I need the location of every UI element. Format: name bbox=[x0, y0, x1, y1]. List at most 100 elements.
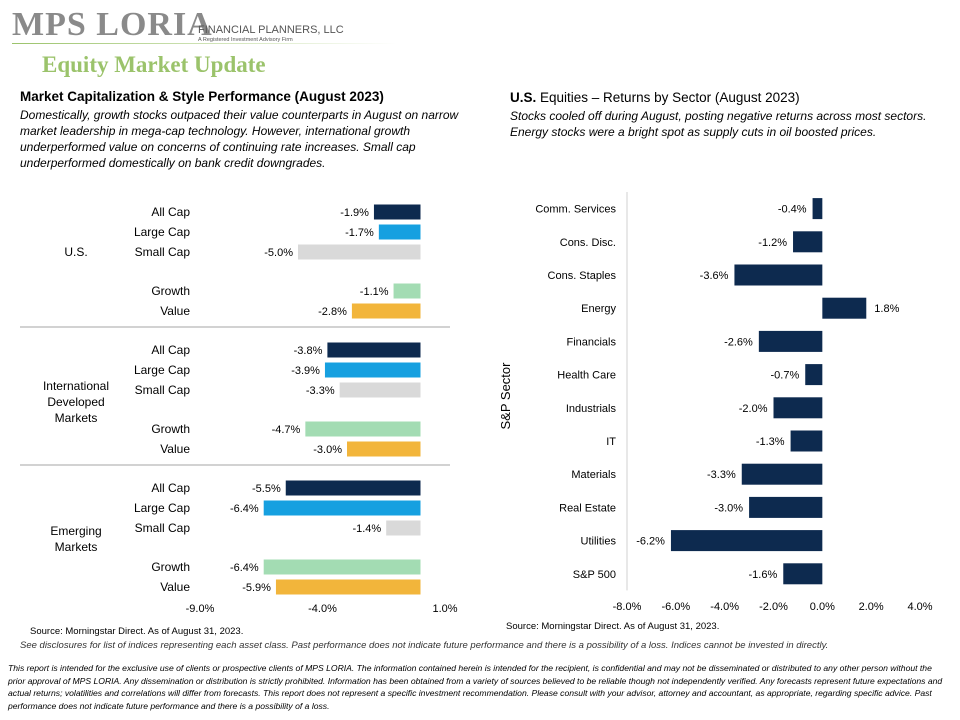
category-label-cons-disc: Cons. Disc. bbox=[560, 237, 616, 249]
bar-real-estate bbox=[749, 496, 823, 518]
bar-international-developed-markets-value bbox=[347, 441, 421, 457]
bar-health-care bbox=[805, 364, 823, 386]
category-label-real-estate: Real Estate bbox=[559, 502, 616, 514]
bar-emerging-markets-small-cap bbox=[386, 520, 421, 536]
right-section-title: U.S. Equities – Returns by Sector (Augus… bbox=[510, 90, 950, 105]
row-label-u-s-large-cap: Large Cap bbox=[134, 225, 190, 239]
data-label-international-developed-markets-value: -3.0% bbox=[313, 444, 342, 456]
right-title-bold: U.S. bbox=[510, 90, 537, 105]
bar-financials bbox=[758, 330, 823, 352]
bar-international-developed-markets-all-cap bbox=[327, 342, 421, 358]
bar-u-s-large-cap bbox=[378, 224, 421, 240]
bar-materials bbox=[741, 463, 823, 485]
group-label-international-developed-markets: International Developed Markets bbox=[43, 379, 109, 425]
x-tick-label: 0.0% bbox=[810, 601, 835, 613]
data-label-emerging-markets-value: -5.9% bbox=[242, 582, 271, 594]
data-label-comm-services: -0.4% bbox=[778, 204, 807, 216]
logo-subtitle: A Registered Investment Advisory Firm bbox=[198, 37, 293, 43]
data-label-emerging-markets-all-cap: -5.5% bbox=[252, 483, 281, 495]
row-label-international-developed-markets-all-cap: All Cap bbox=[151, 343, 190, 357]
data-label-materials: -3.3% bbox=[707, 469, 736, 481]
left-section-title: Market Capitalization & Style Performanc… bbox=[20, 89, 384, 104]
data-label-u-s-growth: -1.1% bbox=[360, 286, 389, 298]
row-label-emerging-markets-all-cap: All Cap bbox=[151, 481, 190, 495]
bar-emerging-markets-all-cap bbox=[285, 480, 421, 496]
data-label-it: -1.3% bbox=[756, 436, 785, 448]
category-label-utilities: Utilities bbox=[581, 536, 617, 548]
bar-international-developed-markets-growth bbox=[305, 421, 421, 437]
group-label-emerging-markets: Emerging Markets bbox=[50, 524, 101, 554]
left-section-description: Domestically, growth stocks outpaced the… bbox=[20, 108, 459, 170]
x-tick-label: -4.0% bbox=[710, 601, 739, 613]
row-label-emerging-markets-growth: Growth bbox=[151, 560, 190, 574]
data-label-u-s-large-cap: -1.7% bbox=[345, 227, 374, 239]
data-label-u-s-small-cap: -5.0% bbox=[264, 247, 293, 259]
bar-emerging-markets-large-cap bbox=[263, 500, 421, 516]
row-label-u-s-value: Value bbox=[160, 304, 190, 318]
category-label-s-p-500: S&P 500 bbox=[573, 569, 616, 581]
group-label-u-s: U.S. bbox=[64, 245, 87, 259]
data-label-emerging-markets-small-cap: -1.4% bbox=[352, 523, 381, 535]
category-label-materials: Materials bbox=[571, 469, 616, 481]
row-label-emerging-markets-small-cap: Small Cap bbox=[135, 521, 191, 535]
category-label-cons-staples: Cons. Staples bbox=[548, 270, 617, 282]
data-label-cons-disc: -1.2% bbox=[758, 237, 787, 249]
row-label-emerging-markets-large-cap: Large Cap bbox=[134, 501, 190, 515]
row-label-emerging-markets-value: Value bbox=[160, 580, 190, 594]
data-label-international-developed-markets-all-cap: -3.8% bbox=[294, 345, 323, 357]
bar-comm-services bbox=[812, 198, 823, 220]
logo-name: MPS LORIA bbox=[12, 6, 213, 43]
x-tick-label: 2.0% bbox=[859, 601, 884, 613]
bar-emerging-markets-growth bbox=[263, 559, 421, 575]
x-tick-label: -4.0% bbox=[308, 603, 337, 615]
y-axis-title: S&P Sector bbox=[498, 362, 513, 430]
row-label-international-developed-markets-small-cap: Small Cap bbox=[135, 383, 191, 397]
row-label-international-developed-markets-growth: Growth bbox=[151, 422, 190, 436]
right-source: Source: Morningstar Direct. As of August… bbox=[506, 621, 720, 632]
category-label-comm-services: Comm. Services bbox=[535, 204, 616, 216]
x-tick-label: 4.0% bbox=[907, 601, 932, 613]
cap-style-chart: All Cap -1.9% Large Cap -1.7% Small Cap -5.0%… bbox=[20, 204, 458, 615]
logo: MPS LORIA FINANCIAL PLANNERS, LLC A Regi… bbox=[12, 6, 412, 52]
row-label-international-developed-markets-value: Value bbox=[160, 442, 190, 456]
x-tick-label: -9.0% bbox=[186, 603, 215, 615]
x-tick-label: -6.0% bbox=[661, 601, 690, 613]
bar-it bbox=[790, 430, 823, 452]
bar-u-s-value bbox=[351, 303, 421, 319]
bar-international-developed-markets-large-cap bbox=[324, 362, 421, 378]
page-title: Equity Market Update bbox=[42, 52, 266, 77]
data-label-u-s-value: -2.8% bbox=[318, 306, 347, 318]
x-tick-label: -2.0% bbox=[759, 601, 788, 613]
bar-u-s-all-cap bbox=[373, 204, 421, 220]
bar-utilities bbox=[670, 530, 823, 552]
category-label-energy: Energy bbox=[581, 303, 616, 315]
data-label-health-care: -0.7% bbox=[770, 370, 799, 382]
data-label-emerging-markets-large-cap: -6.4% bbox=[230, 503, 259, 515]
data-label-emerging-markets-growth: -6.4% bbox=[230, 562, 259, 574]
data-label-energy: 1.8% bbox=[874, 303, 899, 315]
data-label-industrials: -2.0% bbox=[739, 403, 768, 415]
category-label-it: IT bbox=[606, 436, 616, 448]
data-label-real-estate: -3.0% bbox=[714, 502, 743, 514]
data-label-international-developed-markets-large-cap: -3.9% bbox=[291, 365, 320, 377]
right-title-rest: Equities – Returns by Sector (August 202… bbox=[536, 90, 800, 105]
logo-tagline: FINANCIAL PLANNERS, LLC bbox=[198, 24, 344, 36]
bar-industrials bbox=[773, 397, 823, 419]
data-label-cons-staples: -3.6% bbox=[700, 270, 729, 282]
left-source: Source: Morningstar Direct. As of August… bbox=[30, 626, 244, 637]
row-label-u-s-growth: Growth bbox=[151, 284, 190, 298]
category-label-financials: Financials bbox=[566, 336, 616, 348]
data-label-international-developed-markets-growth: -4.7% bbox=[272, 424, 301, 436]
bar-international-developed-markets-small-cap bbox=[339, 382, 421, 398]
bar-cons-staples bbox=[734, 264, 823, 286]
data-label-financials: -2.6% bbox=[724, 336, 753, 348]
category-label-health-care: Health Care bbox=[557, 370, 616, 382]
data-label-s-p-500: -1.6% bbox=[749, 569, 778, 581]
bar-emerging-markets-value bbox=[275, 579, 421, 595]
bar-energy bbox=[822, 297, 867, 319]
data-label-u-s-all-cap: -1.9% bbox=[340, 207, 369, 219]
logo-underline bbox=[12, 43, 397, 44]
bar-u-s-growth bbox=[393, 283, 421, 299]
category-label-industrials: Industrials bbox=[566, 403, 617, 415]
bar-cons-disc bbox=[793, 231, 823, 253]
